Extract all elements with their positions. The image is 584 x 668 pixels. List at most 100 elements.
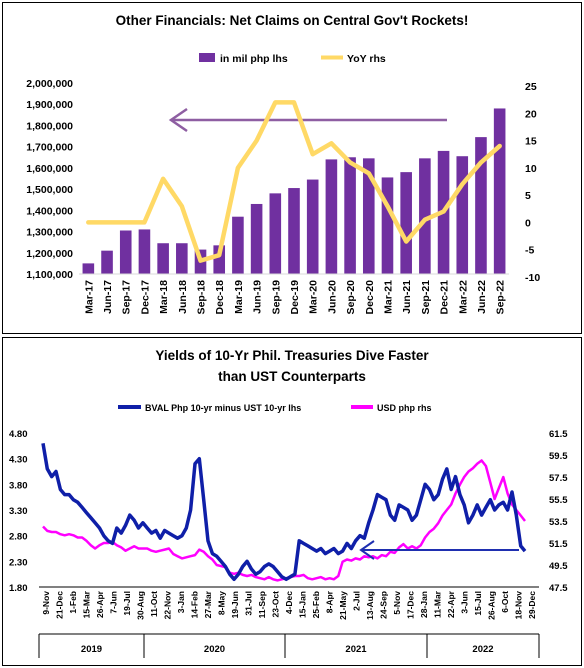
right-tick-label: 51.5 bbox=[549, 539, 568, 550]
chart-panel-yields: Yields of 10-Yr Phil. Treasuries Dive Fa… bbox=[2, 337, 582, 666]
right-tick-label: 47.5 bbox=[549, 583, 568, 594]
arrow-annotation bbox=[359, 540, 519, 560]
x-tick-label: 19-Jun bbox=[230, 591, 240, 618]
x-tick-label: 11-Oct bbox=[149, 591, 159, 617]
year-groups: 2019 2020 2021 2022 bbox=[38, 633, 540, 658]
legend-swatch-bars bbox=[199, 53, 215, 62]
year-label: 2022 bbox=[472, 644, 493, 655]
bar bbox=[250, 203, 263, 274]
x-tick-label: 28-Jan bbox=[419, 591, 429, 618]
left-tick-label: 2.30 bbox=[9, 557, 28, 568]
x-tick-label: Dec-21 bbox=[439, 280, 451, 315]
left-tick-label: 4.30 bbox=[9, 455, 28, 466]
x-tick-label: Mar-19 bbox=[233, 280, 245, 314]
left-tick-label: 1,700,000 bbox=[26, 142, 73, 154]
x-tick-label: 11-Sep bbox=[257, 591, 267, 618]
left-tick-label: 1,600,000 bbox=[26, 163, 73, 175]
left-tick-label: 1,900,000 bbox=[26, 99, 73, 111]
x-tick-label: Sep-20 bbox=[345, 280, 357, 315]
chart-title: Other Financials: Net Claims on Central … bbox=[116, 13, 469, 28]
left-tick-label: 1,200,000 bbox=[26, 248, 73, 260]
left-tick-label: 1.80 bbox=[9, 583, 28, 594]
x-tick-label: 11-Mar bbox=[433, 590, 443, 618]
right-tick-label: 20 bbox=[525, 108, 537, 120]
x-tick-label: Sep-17 bbox=[121, 280, 133, 315]
left-tick-label: 2.80 bbox=[9, 532, 28, 543]
left-tick-label: 3.30 bbox=[9, 506, 28, 517]
arrow-annotation bbox=[168, 107, 447, 133]
right-tick-label: -5 bbox=[525, 245, 534, 257]
x-tick-label: Mar-22 bbox=[457, 280, 469, 314]
x-tick-label: 1-Feb bbox=[68, 591, 78, 614]
year-label: 2019 bbox=[81, 644, 102, 655]
bar bbox=[176, 243, 188, 274]
x-tick-label: 4-Dec bbox=[284, 591, 294, 614]
x-tick-label: Dec-17 bbox=[139, 280, 151, 315]
bar bbox=[325, 159, 338, 274]
bar bbox=[493, 108, 506, 274]
x-tick-label: 17-Dec bbox=[406, 591, 416, 619]
year-label: 2020 bbox=[204, 644, 225, 655]
year-label: 2021 bbox=[345, 644, 367, 655]
right-axis-ticks: -10 -5 0 5 10 15 20 25 bbox=[525, 81, 540, 284]
x-tick-label: 18-Nov bbox=[514, 591, 524, 620]
x-tick-label: 15-Jan bbox=[298, 591, 308, 618]
x-tick-label: Jun-20 bbox=[326, 280, 338, 314]
legend-label-series2: USD php rhs bbox=[377, 403, 432, 413]
chart-panel-net-claims: Other Financials: Net Claims on Central … bbox=[2, 2, 582, 334]
bval-spread-line bbox=[41, 443, 527, 582]
bar bbox=[269, 193, 282, 274]
left-tick-label: 3.80 bbox=[9, 480, 28, 491]
chart-title-line-2: than UST Counterparts bbox=[218, 369, 366, 384]
x-tick-label: 3-Jan bbox=[176, 591, 186, 613]
x-tick-label: 22-Nov bbox=[162, 591, 172, 620]
net-claims-chart: Other Financials: Net Claims on Central … bbox=[26, 13, 540, 315]
left-tick-label: 2,000,000 bbox=[26, 78, 73, 90]
x-tick-label: 13-Aug bbox=[365, 591, 375, 620]
legend-label-series1: BVAL Php 10-yr minus UST 10-yr lhs bbox=[145, 403, 301, 413]
bar bbox=[232, 216, 244, 274]
x-tick-label: Sep-19 bbox=[270, 280, 282, 315]
left-axis-ticks: 1,100,000 1,200,000 1,300,000 1,400,000 1,50… bbox=[26, 78, 73, 281]
bar bbox=[362, 158, 375, 274]
left-tick-label: 1,400,000 bbox=[26, 205, 73, 217]
bar-series bbox=[82, 108, 506, 274]
right-tick-label: 55.5 bbox=[549, 495, 568, 506]
x-tick-label: 24-Sep bbox=[379, 591, 389, 619]
x-tick-label: Sep-21 bbox=[420, 280, 432, 315]
bar bbox=[419, 158, 431, 274]
x-tick-label: Mar-18 bbox=[158, 280, 170, 314]
usd-php-line bbox=[42, 459, 526, 582]
x-tick-label: 21-May bbox=[338, 591, 348, 620]
x-tick-label: Jun-21 bbox=[401, 280, 413, 314]
x-tick-label: 31-Jul bbox=[243, 591, 253, 616]
right-tick-label: -10 bbox=[525, 272, 540, 284]
right-axis-ticks: 61.5 59.5 57.5 55.5 53.5 51.5 49.5 47.5 bbox=[549, 429, 568, 594]
bar bbox=[157, 243, 169, 274]
x-tick-label: Mar-20 bbox=[308, 280, 320, 314]
legend-label-bars: in mil php lhs bbox=[220, 53, 288, 65]
x-tick-label: 15-Jul bbox=[473, 591, 483, 616]
legend: in mil php lhs YoY rhs bbox=[199, 53, 386, 65]
left-tick-label: 1,300,000 bbox=[26, 227, 73, 239]
right-tick-label: 25 bbox=[525, 81, 537, 93]
x-tick-label: 7-Jun bbox=[108, 591, 118, 614]
x-tick-label: 2-Jul bbox=[352, 591, 362, 611]
legend: BVAL Php 10-yr minus UST 10-yr lhs USD p… bbox=[118, 403, 432, 413]
x-tick-label: 19-Jul bbox=[122, 591, 132, 616]
x-tick-label: 8-May bbox=[216, 591, 226, 615]
bar bbox=[381, 177, 394, 274]
right-tick-label: 61.5 bbox=[549, 429, 568, 440]
x-tick-label: Jun-22 bbox=[476, 280, 488, 314]
left-tick-label: 4.80 bbox=[9, 429, 28, 440]
right-tick-label: 57.5 bbox=[549, 473, 568, 484]
x-tick-label: 3-Jun bbox=[460, 591, 470, 614]
bar bbox=[344, 157, 356, 274]
bar bbox=[456, 156, 469, 274]
yoy-line bbox=[86, 100, 502, 263]
x-tick-label: 21-Dec bbox=[54, 591, 64, 619]
chart-title-line-1: Yields of 10-Yr Phil. Treasuries Dive Fa… bbox=[155, 348, 429, 363]
x-tick-label: 15-Mar bbox=[81, 590, 91, 618]
legend-label-line: YoY rhs bbox=[347, 53, 386, 65]
right-tick-label: 59.5 bbox=[549, 451, 568, 462]
